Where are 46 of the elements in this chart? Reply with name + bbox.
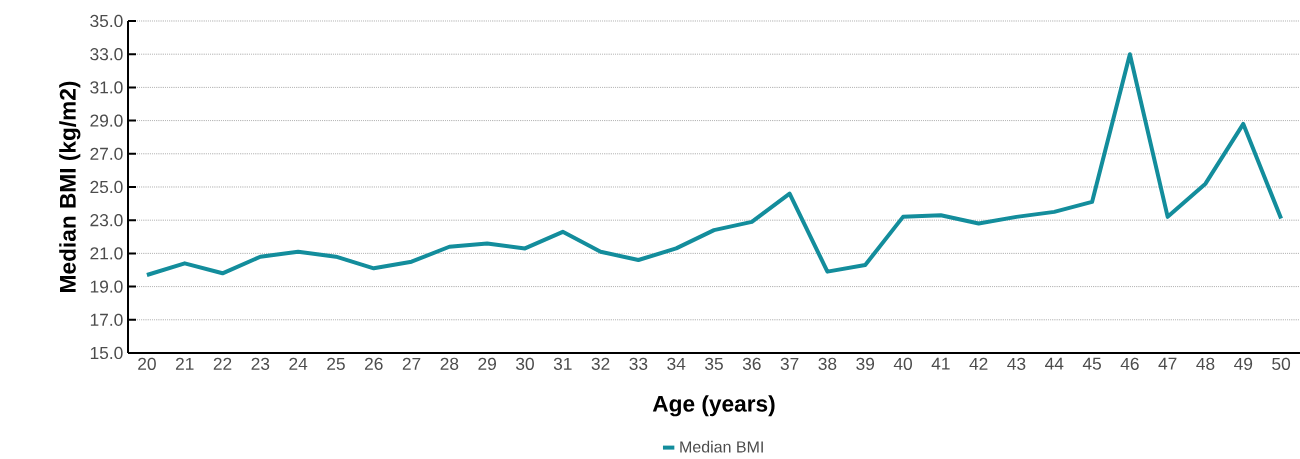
y-tick-label: 31.0 bbox=[90, 81, 123, 94]
x-tick-label: 37 bbox=[780, 357, 799, 370]
y-tick-label: 17.0 bbox=[90, 313, 123, 326]
x-tick-label: 46 bbox=[1120, 357, 1139, 370]
y-tick-label: 29.0 bbox=[90, 114, 123, 127]
x-tick-label: 42 bbox=[969, 357, 988, 370]
x-tick-label: 25 bbox=[327, 357, 345, 370]
x-tick-label: 43 bbox=[1007, 357, 1026, 370]
x-tick-label: 24 bbox=[289, 357, 308, 370]
x-tick-label: 39 bbox=[856, 357, 875, 370]
x-tick-label: 31 bbox=[553, 357, 572, 370]
legend-label: Median BMI bbox=[680, 440, 763, 453]
x-tick-label: 50 bbox=[1272, 357, 1291, 370]
line-series bbox=[144, 52, 1284, 277]
x-tick-label: 34 bbox=[667, 357, 686, 370]
x-tick-label: 36 bbox=[742, 357, 761, 370]
y-tick-label: 33.0 bbox=[90, 48, 123, 61]
y-tick-label: 25.0 bbox=[90, 180, 123, 194]
x-tick-label: 22 bbox=[213, 357, 232, 370]
x-tick-label: 20 bbox=[138, 357, 156, 370]
x-axis-title: Age (years) bbox=[652, 395, 775, 417]
x-tick-label: 35 bbox=[705, 357, 723, 370]
y-tick-label: 21.0 bbox=[90, 247, 123, 260]
x-tick-label: 41 bbox=[931, 357, 950, 370]
x-tick-label: 27 bbox=[402, 357, 421, 370]
y-axis-title: Median BMI (kg/m2) bbox=[59, 81, 81, 292]
x-tick-label: 38 bbox=[818, 357, 837, 370]
y-tick-label: 15.0 bbox=[90, 346, 123, 360]
x-tick-label: 49 bbox=[1234, 357, 1253, 370]
x-tick-label: 29 bbox=[478, 357, 496, 370]
y-tick-label: 27.0 bbox=[90, 147, 123, 160]
x-tick-label: 30 bbox=[516, 357, 534, 370]
y-tick-label: 23.0 bbox=[90, 214, 123, 227]
x-tick-label: 32 bbox=[591, 357, 610, 370]
y-tick-label: 19.0 bbox=[90, 280, 123, 293]
x-tick-label: 21 bbox=[175, 357, 194, 370]
x-tick-label: 23 bbox=[251, 357, 270, 370]
x-tick-label: 45 bbox=[1082, 357, 1101, 370]
x-tick-label: 40 bbox=[893, 357, 912, 370]
y-tick-label: 35.0 bbox=[90, 14, 123, 28]
x-tick-label: 44 bbox=[1045, 357, 1064, 370]
x-tick-label: 33 bbox=[629, 357, 648, 370]
x-tick-label: 28 bbox=[440, 357, 459, 370]
x-tick-label: 48 bbox=[1196, 357, 1215, 370]
x-tick-label: 47 bbox=[1158, 357, 1177, 370]
x-tick-label: 26 bbox=[364, 357, 383, 370]
